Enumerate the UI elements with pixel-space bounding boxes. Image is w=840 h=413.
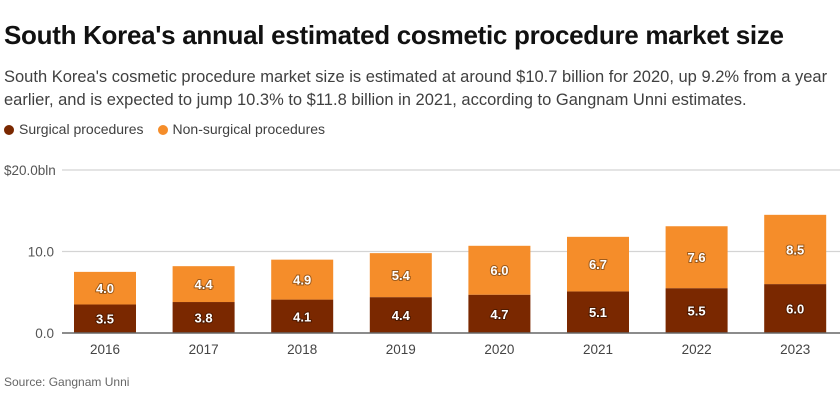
x-tick-label: 2017 bbox=[189, 342, 219, 357]
bar-segment bbox=[468, 245, 531, 295]
data-label: 4.4 bbox=[195, 277, 214, 292]
x-tick-label: 2022 bbox=[682, 342, 712, 357]
data-label: 6.0 bbox=[786, 302, 804, 317]
bar-segment bbox=[665, 288, 728, 333]
x-tick-label: 2020 bbox=[484, 342, 514, 357]
chart-title: South Korea's annual estimated cosmetic … bbox=[4, 20, 784, 50]
bar-segment bbox=[764, 214, 827, 285]
bar-segment bbox=[74, 271, 136, 305]
legend-label: Surgical procedures bbox=[19, 121, 144, 137]
y-tick-label: $20.0bln bbox=[4, 163, 56, 178]
x-tick-label: 2023 bbox=[780, 342, 810, 357]
data-label: 3.8 bbox=[195, 311, 213, 326]
bar-segment bbox=[369, 297, 432, 333]
data-label: 4.4 bbox=[392, 308, 411, 323]
x-tick-label: 2021 bbox=[583, 342, 613, 357]
bar-segment bbox=[468, 294, 531, 333]
bar-segment bbox=[271, 259, 334, 300]
source-note: Source: Gangnam Unni bbox=[4, 375, 130, 389]
x-tick-label: 2016 bbox=[90, 342, 120, 357]
legend-label: Non-surgical procedures bbox=[172, 121, 326, 137]
legend-item-non-surgical: Non-surgical procedures bbox=[157, 121, 326, 137]
bar-segment bbox=[172, 266, 235, 303]
legend: Surgical procedures Non-surgical procedu… bbox=[4, 121, 325, 137]
data-label: 5.5 bbox=[688, 304, 706, 319]
bar-segment bbox=[271, 299, 334, 333]
legend-swatch bbox=[157, 125, 168, 135]
data-label: 3.5 bbox=[96, 312, 114, 327]
bar-segment bbox=[764, 284, 827, 333]
data-label: 6.0 bbox=[490, 263, 508, 278]
data-label: 4.7 bbox=[490, 307, 508, 322]
legend-swatch bbox=[4, 125, 14, 135]
data-label: 8.5 bbox=[786, 242, 804, 257]
legend-item-surgical: Surgical procedures bbox=[4, 121, 144, 137]
bar-segment bbox=[567, 291, 629, 333]
bar-segment bbox=[74, 304, 136, 333]
y-tick-label: 10.0 bbox=[28, 245, 54, 260]
bar-segment bbox=[567, 236, 629, 292]
data-label: 4.1 bbox=[293, 309, 311, 324]
y-tick-label: 0.0 bbox=[35, 326, 54, 341]
data-label: 5.1 bbox=[589, 305, 607, 320]
bar-segment bbox=[172, 302, 235, 333]
data-label: 5.4 bbox=[392, 268, 411, 283]
x-tick-label: 2019 bbox=[386, 342, 416, 357]
data-label: 4.9 bbox=[293, 273, 311, 288]
x-tick-label: 2018 bbox=[287, 342, 317, 357]
data-label: 7.6 bbox=[688, 250, 706, 265]
data-label: 6.7 bbox=[589, 257, 607, 272]
bar-segment bbox=[665, 226, 728, 289]
chart-subtitle: South Korea's cosmetic procedure market … bbox=[4, 68, 828, 109]
bar-segment bbox=[369, 253, 432, 298]
data-label: 4.0 bbox=[96, 281, 114, 296]
